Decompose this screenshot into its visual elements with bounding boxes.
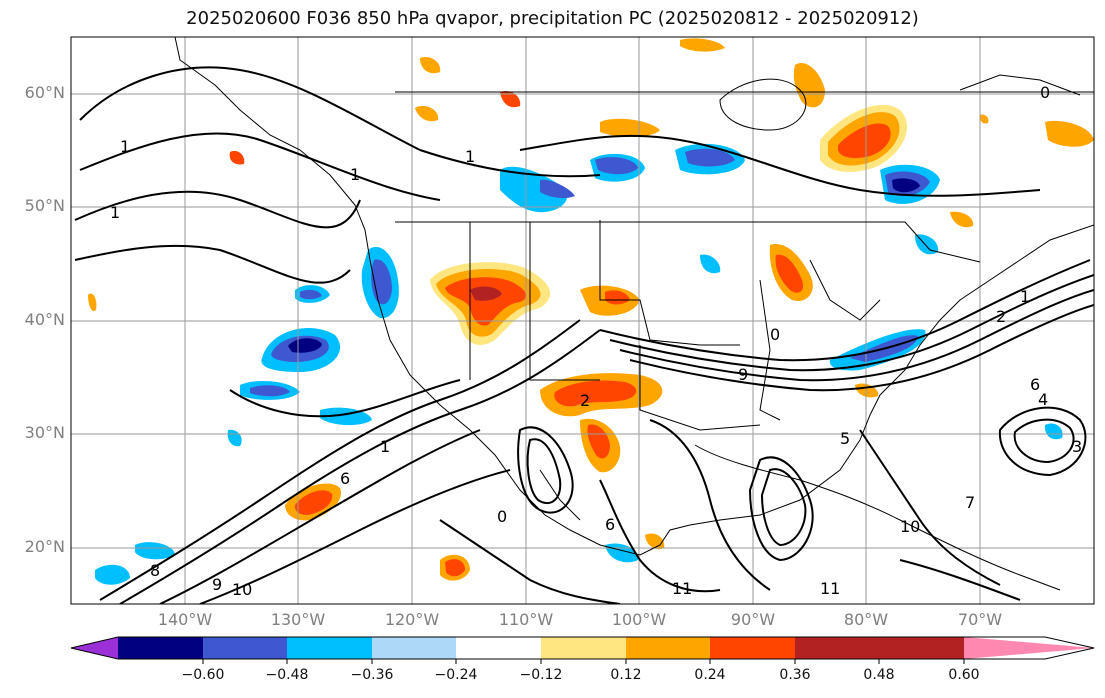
contour-label: 0	[497, 507, 507, 526]
contour-label: 1	[1020, 287, 1030, 306]
contour-label: 1	[350, 165, 360, 184]
map-title: 2025020600 F036 850 hPa qvapor, precipit…	[186, 8, 919, 29]
colorbar-tick-label: 0.48	[863, 667, 895, 683]
contour-label: 7	[965, 493, 975, 512]
map-plot: 1 1 1 1 2 6 8 9 10 0 5 6 4 3 7 10 11 11 …	[71, 37, 1094, 604]
contour-label: 10	[232, 580, 252, 599]
colorbar-tick-label: −0.60	[181, 667, 225, 683]
colorbar-tick-label: −0.12	[519, 667, 563, 683]
contour-label: 9	[738, 365, 748, 384]
qvapor-contours	[74, 66, 1094, 604]
contour-label: 0	[1040, 83, 1050, 102]
contour-label: 11	[672, 579, 692, 598]
colorbar-segment	[372, 637, 456, 659]
contour-label: 4	[1038, 390, 1048, 409]
lon-label-140w: 140°W	[157, 610, 213, 629]
colorbar-extension-high	[964, 637, 1094, 659]
colorbar-tick-label: −0.36	[350, 667, 394, 683]
colorbar-tick-label: 0.24	[694, 667, 726, 683]
contour-label: 11	[820, 579, 840, 598]
contour-label: 1	[120, 137, 130, 156]
graticule	[71, 37, 1094, 604]
colorbar-tick-label: 0.12	[610, 667, 642, 683]
map-frame	[70, 36, 1095, 605]
colorbar-tick-label: 0.60	[948, 667, 980, 683]
lon-label-90w: 90°W	[730, 610, 776, 629]
colorbar-segment	[203, 637, 287, 659]
lon-label-100w: 100°W	[611, 610, 667, 629]
colorbar-tick-label: 0.36	[779, 667, 811, 683]
colorbar-tick-label: −0.24	[434, 667, 478, 683]
lat-label-40n: 40°N	[24, 310, 65, 329]
colorbar-extension-low	[71, 637, 118, 659]
contour-label: 1	[465, 147, 475, 166]
colorbar-tick-label: −0.48	[265, 667, 309, 683]
colorbar	[70, 636, 1095, 664]
colorbar-segment	[118, 637, 203, 659]
contour-label: 6	[340, 469, 350, 488]
contour-label: 2	[996, 307, 1006, 326]
contour-label: 6	[605, 515, 615, 534]
lon-label-70w: 70°W	[957, 610, 1003, 629]
contour-label: 1	[110, 203, 120, 222]
contour-label: 6	[1030, 375, 1040, 394]
lat-label-60n: 60°N	[24, 83, 65, 102]
lat-label-30n: 30°N	[24, 423, 65, 442]
contour-label: 1	[380, 437, 390, 456]
colorbar-segment	[456, 637, 541, 659]
lat-label-50n: 50°N	[24, 196, 65, 215]
lon-label-80w: 80°W	[843, 610, 889, 629]
contour-label: 5	[840, 429, 850, 448]
colorbar-segment	[795, 637, 879, 659]
colorbar-segment	[710, 637, 795, 659]
lon-label-120w: 120°W	[384, 610, 440, 629]
lon-label-130w: 130°W	[270, 610, 326, 629]
contour-labels: 1 1 1 1 2 6 8 9 10 0 5 6 4 3 7 10 11 11 …	[110, 83, 1082, 599]
contour-label: 2	[580, 391, 590, 410]
contour-label: 9	[212, 575, 222, 594]
contour-label: 3	[1072, 437, 1082, 456]
precipitation-shading	[88, 38, 1094, 585]
colorbar-segment	[626, 637, 710, 659]
colorbar-segment	[287, 637, 372, 659]
contour-label: 0	[770, 325, 780, 344]
colorbar-segment	[879, 637, 964, 659]
contour-label: 10	[900, 517, 920, 536]
lon-label-110w: 110°W	[498, 610, 554, 629]
contour-label: 8	[150, 561, 160, 580]
lat-label-20n: 20°N	[24, 537, 65, 556]
colorbar-segment	[541, 637, 626, 659]
